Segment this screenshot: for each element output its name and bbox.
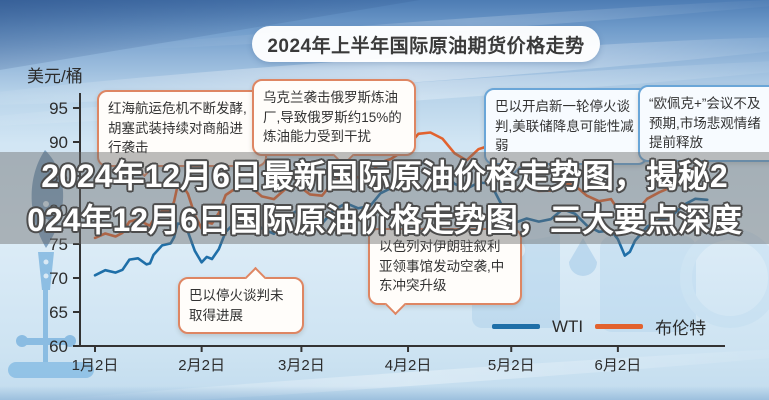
y-tick-label: 95	[49, 99, 68, 118]
series-line-WTI	[93, 161, 709, 277]
y-tick-label: 80	[49, 201, 68, 220]
y-tick-label: 85	[49, 167, 68, 186]
headline-line-2: 024年12月6日国际原油价格走势图，三大要点深度	[27, 202, 742, 238]
legend-label-wti: WTI	[552, 316, 584, 336]
y-axis-unit-label: 美元/桶	[27, 67, 83, 86]
x-tick-label: 2月2日	[178, 357, 225, 374]
legend-label-brent: 布伦特	[655, 319, 707, 338]
y-tick-label: 70	[49, 269, 68, 288]
y-tick-label: 75	[49, 235, 68, 254]
series-line-布伦特	[93, 131, 709, 240]
x-tick-label: 5月2日	[488, 357, 535, 374]
y-tick-label: 65	[49, 303, 68, 322]
headline-overlay: 2024年12月6日最新国际原油价格走势图，揭秘2 024年12月6日国际原油价…	[0, 152, 769, 244]
legend-swatch-brent	[595, 324, 644, 329]
x-tick-label: 1月2日	[72, 357, 119, 374]
legend-swatch-wti	[492, 324, 540, 329]
annotation-text: 巴以停火谈判未取得进展	[189, 288, 284, 323]
annotation-opec-meeting: “欧佩克+”会议不及预期,市场悲观情绪提前释放	[638, 85, 769, 172]
y-tick-label: 90	[49, 133, 68, 152]
y-tick-label: 60	[49, 337, 68, 356]
x-tick-label: 4月2日	[385, 357, 432, 374]
annotation-ukraine-refinery: 乌克兰袭击俄罗斯炼油厂,导致俄罗斯约15%的炼油能力受到干扰	[252, 79, 416, 166]
x-tick-label: 6月2日	[595, 357, 642, 374]
chart-legend: WTI 布伦特	[492, 314, 706, 339]
annotation-text: 红海航运危机不断发酵,胡塞武装持续对商船进行袭击	[108, 101, 247, 156]
chart-title-banner: 2024年上半年国际原油期货价格走势	[252, 26, 600, 62]
annotation-text: 以色列对伊朗驻叙利亚领事馆发动空袭,中东冲突升级	[379, 239, 505, 294]
annotation-text: “欧佩克+”会议不及预期,市场悲观情绪提前释放	[649, 96, 761, 151]
headline-line-1: 2024年12月6日最新国际原油价格走势图，揭秘2	[41, 158, 728, 194]
bottom-band	[0, 386, 769, 400]
annotation-ceasefire-talks: 巴以开启新一轮停火谈判,美联储降息可能性减弱	[484, 88, 648, 175]
annotation-text: 乌克兰袭击俄罗斯炼油厂,导致俄罗斯约15%的炼油能力受到干扰	[263, 90, 402, 145]
annotation-israel-airstrike: 以色列对伊朗驻叙利亚领事馆发动空袭,中东冲突升级	[368, 228, 522, 315]
x-tick-label: 3月2日	[278, 357, 325, 374]
annotation-talks-no-progress: 巴以停火谈判未取得进展	[178, 266, 304, 335]
annotation-text: 巴以开启新一轮停火谈判,美联储降息可能性减弱	[495, 99, 634, 154]
oil-pumpjack-icon	[8, 150, 94, 378]
